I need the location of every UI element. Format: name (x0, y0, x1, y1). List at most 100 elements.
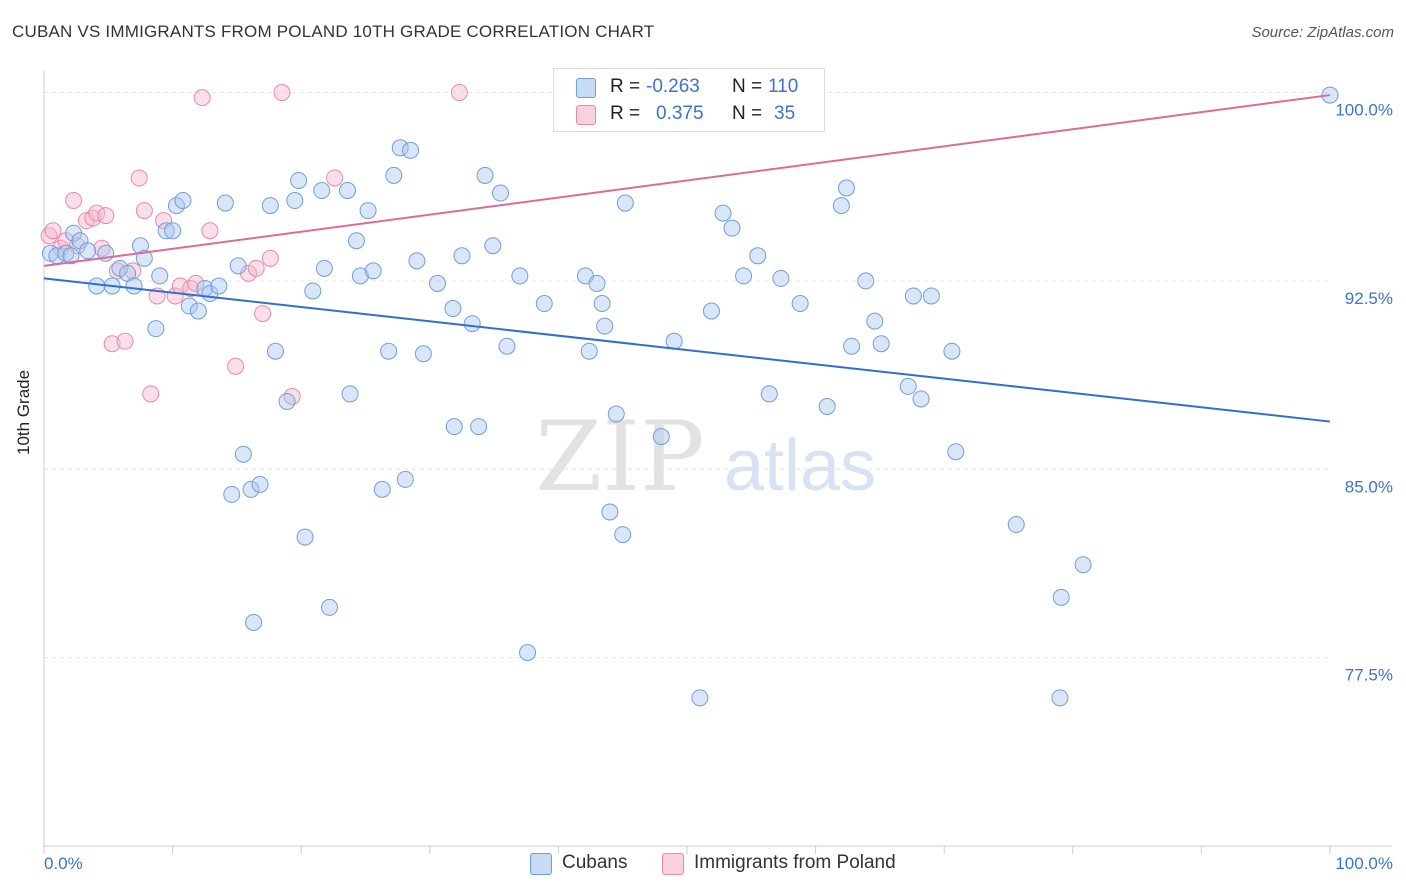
data-point-cubans (872, 335, 890, 353)
data-point-cubans (373, 480, 391, 498)
legend-n-value: 35 (774, 103, 796, 124)
data-point-poland (247, 259, 265, 277)
legend-n-value: 110 (768, 76, 799, 97)
data-point-cubans (492, 184, 510, 202)
data-point-cubans (760, 385, 778, 403)
data-point-cubans (189, 302, 207, 320)
data-point-cubans (843, 337, 861, 355)
data-point-cubans (484, 237, 502, 255)
data-point-cubans (296, 528, 314, 546)
y-tick-label: 85.0% (1345, 477, 1393, 496)
data-point-cubans (364, 262, 382, 280)
data-point-cubans (245, 613, 263, 631)
data-point-cubans (290, 171, 308, 189)
data-point-cubans (791, 295, 809, 313)
data-point-cubans (735, 267, 753, 285)
data-point-cubans (380, 342, 398, 360)
data-point-poland (187, 274, 205, 292)
data-point-cubans (832, 197, 850, 215)
data-point-cubans (313, 182, 331, 200)
legend-r-label: R = (610, 103, 641, 124)
data-point-cubans (444, 300, 462, 318)
data-point-cubans (943, 342, 961, 360)
data-point-cubans (429, 274, 447, 292)
data-point-cubans (593, 295, 611, 313)
data-point-cubans (463, 315, 481, 333)
data-point-cubans (453, 247, 471, 265)
x-tick-label: 100.0% (1335, 854, 1393, 873)
y-tick-label: 92.5% (1345, 289, 1393, 308)
data-point-cubans (535, 295, 553, 313)
grid-lines (44, 92, 1330, 659)
data-point-poland (273, 84, 291, 102)
data-point-cubans (616, 194, 634, 212)
data-point-cubans (723, 219, 741, 237)
data-point-cubans (157, 222, 175, 240)
data-point-cubans (261, 197, 279, 215)
data-point-poland (65, 192, 83, 210)
source-note: Source: ZipAtlas.com (1251, 24, 1394, 41)
data-point-cubans (498, 337, 516, 355)
data-point-cubans (229, 257, 247, 275)
data-point-cubans (1052, 588, 1070, 606)
legend-n-label: N = (732, 76, 763, 97)
bottom-legend-swatch-poland (662, 853, 684, 875)
legend-n-label: N = (732, 103, 763, 124)
data-point-cubans (511, 267, 529, 285)
data-point-cubans (1007, 516, 1025, 534)
data-point-poland (326, 169, 344, 187)
data-point-cubans (702, 302, 720, 320)
data-point-cubans (414, 345, 432, 363)
data-point-poland (201, 222, 219, 240)
data-point-cubans (216, 194, 234, 212)
bottom-legend-label-poland: Immigrants from Poland (694, 852, 896, 873)
data-point-cubans (234, 445, 252, 463)
data-point-cubans (315, 259, 333, 277)
data-point-cubans (445, 418, 463, 436)
data-point-cubans (912, 390, 930, 408)
data-point-cubans (947, 443, 965, 461)
data-point-cubans (866, 312, 884, 330)
data-point-cubans (286, 192, 304, 210)
data-point-cubans (922, 287, 940, 305)
data-point-poland (97, 207, 115, 225)
chart-title: CUBAN VS IMMIGRANTS FROM POLAND 10TH GRA… (12, 22, 655, 41)
data-point-cubans (180, 297, 198, 315)
data-point-cubans (210, 277, 228, 295)
data-point-cubans (351, 267, 369, 285)
data-point-cubans (837, 179, 855, 197)
data-point-cubans (714, 204, 732, 222)
axes (43, 70, 1392, 854)
data-point-poland (108, 262, 126, 280)
data-point-poland (193, 89, 211, 107)
data-point-poland (116, 332, 134, 350)
legend-r-label: R = (610, 76, 641, 97)
data-point-cubans (691, 689, 709, 707)
legend-row-cubans: R = -0.263 N = 110 (576, 74, 798, 100)
legend-row-poland: R = 0.375 N = 35 (576, 101, 795, 127)
data-point-cubans (223, 485, 241, 503)
data-point-poland (450, 84, 468, 102)
data-point-poland (182, 279, 200, 297)
data-point-cubans (304, 282, 322, 300)
data-point-cubans (476, 166, 494, 184)
watermark-zip: ZIP (535, 401, 704, 513)
tick-labels: 77.5% 85.0% 92.5% 100.0% 0.0% 100.0% (44, 101, 1393, 873)
trend-line-cubans (43, 277, 1331, 423)
data-point-cubans (174, 192, 192, 210)
data-point-cubans (749, 247, 767, 265)
data-point-cubans (88, 277, 106, 295)
y-tick-label: 100.0% (1335, 101, 1393, 120)
data-point-cubans (402, 141, 420, 159)
data-point-cubans (607, 405, 625, 423)
data-point-poland (142, 385, 160, 403)
watermark: ZIP atlas (535, 401, 876, 513)
data-point-cubans (147, 320, 165, 338)
watermark-atlas: atlas (724, 426, 876, 506)
data-point-cubans (1074, 556, 1092, 574)
data-point-cubans (125, 277, 143, 295)
data-point-cubans (359, 202, 377, 220)
data-point-cubans (588, 274, 606, 292)
bottom-legend-label-cubans: Cubans (562, 852, 628, 873)
